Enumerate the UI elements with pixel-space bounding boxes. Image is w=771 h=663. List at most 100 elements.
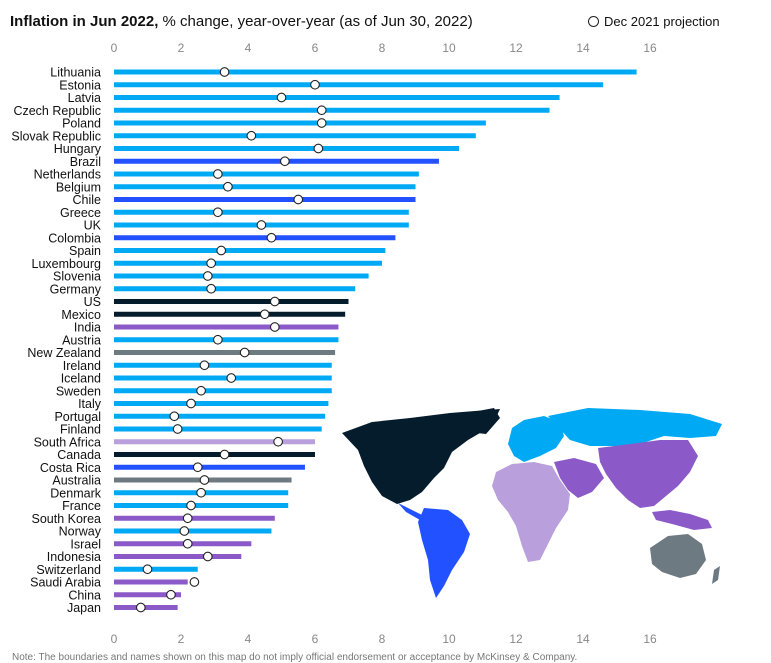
x-tick-bottom-8: 8	[379, 632, 386, 646]
x-tick-top-16: 16	[643, 41, 657, 55]
country-label-south-korea: South Korea	[32, 512, 102, 526]
projection-marker-japan	[135, 602, 146, 613]
country-label-netherlands: Netherlands	[34, 168, 101, 182]
projection-marker-sweden	[196, 385, 206, 396]
projection-marker-latvia	[276, 92, 287, 103]
projection-marker-lithuania	[219, 67, 230, 77]
map-greenland	[462, 408, 500, 434]
x-tick-top-10: 10	[442, 41, 456, 55]
bar-ireland	[114, 362, 332, 368]
projection-marker-south-korea	[182, 513, 193, 524]
bar-germany	[114, 286, 356, 292]
country-label-czech-republic: Czech Republic	[13, 104, 101, 118]
projection-marker-slovak-republic	[246, 130, 257, 141]
country-label-switzerland: Switzerland	[36, 563, 101, 577]
bar-latvia	[114, 95, 560, 100]
projection-marker-hungary	[313, 143, 324, 154]
country-label-poland: Poland	[62, 117, 101, 131]
x-tick-top-4: 4	[245, 41, 252, 55]
map-new-zealand	[712, 566, 720, 584]
country-label-hungary: Hungary	[54, 142, 102, 156]
map-europe	[508, 416, 564, 462]
country-label-france: France	[62, 499, 101, 513]
map-south-america	[418, 508, 470, 598]
projection-marker-china	[166, 589, 176, 600]
bar-israel	[114, 541, 252, 547]
bar-iceland	[114, 375, 332, 381]
x-tick-bottom-10: 10	[442, 632, 456, 646]
bar-india	[114, 324, 339, 330]
projection-marker-norway	[179, 526, 190, 536]
country-label-mexico: Mexico	[61, 308, 101, 322]
projection-marker-austria	[213, 334, 223, 345]
country-label-greece: Greece	[60, 206, 101, 220]
bar-us	[114, 299, 349, 304]
bar-chile	[114, 197, 416, 202]
bar-china	[114, 592, 181, 598]
country-label-colombia: Colombia	[48, 231, 101, 245]
x-tick-bottom-4: 4	[245, 632, 252, 646]
bar-switzerland	[114, 566, 198, 572]
country-label-canada: Canada	[57, 448, 101, 462]
projection-marker-estonia	[310, 79, 320, 90]
country-label-israel: Israel	[70, 537, 101, 551]
projection-marker-brazil	[280, 156, 290, 167]
country-label-ireland: Ireland	[63, 359, 101, 373]
map-russia	[548, 408, 722, 446]
bar-south-africa	[114, 439, 315, 445]
projection-marker-netherlands	[213, 169, 223, 179]
bar-slovenia	[114, 273, 369, 279]
bar-hungary	[114, 146, 460, 151]
world-map-regions	[342, 408, 722, 598]
projection-marker-poland	[316, 118, 327, 128]
bar-belgium	[114, 184, 416, 190]
country-label-norway: Norway	[59, 525, 102, 539]
country-label-japan: Japan	[67, 601, 101, 615]
projection-marker-portugal	[169, 411, 180, 422]
x-tick-top-6: 6	[312, 41, 319, 55]
projection-marker-uk	[256, 220, 267, 230]
bar-poland	[114, 120, 486, 126]
projection-marker-india	[269, 322, 280, 332]
projection-marker-israel	[182, 538, 193, 549]
country-label-germany: Germany	[50, 282, 102, 296]
bar-finland	[114, 426, 322, 432]
country-label-brazil: Brazil	[70, 155, 101, 169]
bar-lithuania	[114, 69, 637, 75]
projection-markers-group	[135, 67, 327, 613]
projection-marker-chile	[293, 194, 304, 205]
bar-slovak-republic	[114, 133, 476, 139]
projection-marker-czech-republic	[316, 105, 327, 116]
country-label-south-africa: South Africa	[34, 435, 101, 449]
projection-marker-ireland	[199, 360, 210, 371]
bar-greece	[114, 209, 409, 215]
projection-marker-iceland	[226, 373, 237, 383]
x-tick-bottom-12: 12	[509, 632, 523, 646]
country-label-lithuania: Lithuania	[50, 66, 101, 80]
country-label-china: China	[68, 588, 101, 602]
bar-netherlands	[114, 171, 419, 177]
chart-title-bold: Inflation in Jun 2022,	[10, 13, 159, 30]
map-asia-pacific	[598, 440, 698, 508]
country-label-spain: Spain	[69, 244, 101, 258]
country-label-finland: Finland	[60, 423, 101, 437]
map-southeast-asia	[652, 510, 712, 530]
country-label-india: India	[74, 321, 101, 335]
country-label-portugal: Portugal	[54, 410, 101, 424]
x-tick-top-2: 2	[178, 41, 185, 55]
x-tick-bottom-0: 0	[111, 632, 118, 646]
bar-austria	[114, 337, 339, 343]
map-africa	[492, 462, 570, 562]
bar-south-korea	[114, 515, 275, 521]
country-label-us: US	[84, 295, 101, 309]
country-label-austria: Austria	[62, 333, 101, 347]
map-north-america	[342, 409, 500, 504]
projection-marker-south-africa	[273, 436, 284, 447]
bars-group	[114, 69, 637, 610]
projection-marker-greece	[213, 207, 223, 218]
bar-new-zealand	[114, 350, 336, 355]
country-label-chile: Chile	[73, 193, 102, 207]
bar-portugal	[114, 413, 326, 419]
